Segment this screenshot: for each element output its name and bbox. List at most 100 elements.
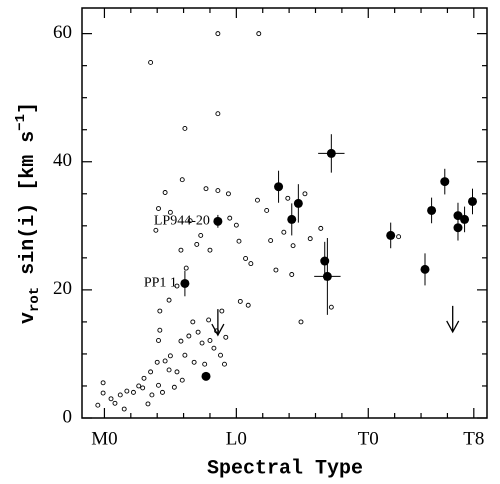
open-point xyxy=(191,359,197,365)
open-point xyxy=(215,188,221,194)
open-point xyxy=(237,298,243,304)
open-point xyxy=(162,190,168,195)
open-point xyxy=(227,215,233,221)
open-point xyxy=(195,329,201,335)
open-point xyxy=(203,186,209,192)
open-point xyxy=(281,229,287,235)
open-point xyxy=(199,340,205,346)
filled-point xyxy=(213,216,223,226)
y-label-v: v xyxy=(17,312,40,324)
y-tick-label: 40 xyxy=(53,150,72,171)
open-point xyxy=(166,367,172,373)
open-point xyxy=(218,352,223,358)
open-point xyxy=(157,308,163,314)
open-point xyxy=(154,359,160,365)
open-point xyxy=(190,319,196,325)
filled-point xyxy=(440,177,450,187)
filled-point xyxy=(326,148,336,158)
filled-point xyxy=(287,214,297,224)
y-axis-label: vrot sin(i) [km s−1] xyxy=(13,102,43,324)
open-point xyxy=(289,272,295,277)
open-point xyxy=(174,283,180,289)
filled-point xyxy=(201,371,211,381)
open-point xyxy=(121,406,127,412)
open-point xyxy=(166,297,172,303)
upper-limit-arrow xyxy=(211,309,225,337)
open-point xyxy=(171,384,177,390)
open-point xyxy=(179,177,185,183)
open-point xyxy=(148,60,154,65)
open-point xyxy=(302,191,308,197)
open-point xyxy=(145,401,151,407)
open-point xyxy=(178,247,184,253)
open-point xyxy=(167,353,173,359)
filled-point xyxy=(460,214,470,224)
open-point xyxy=(117,392,123,398)
filled-point xyxy=(427,205,437,215)
upper-limit-arrow xyxy=(446,305,460,334)
open-point xyxy=(222,361,227,367)
open-point xyxy=(207,338,213,343)
open-point xyxy=(100,380,106,386)
open-point xyxy=(215,31,221,37)
open-point xyxy=(268,238,274,243)
open-point xyxy=(223,334,229,340)
open-point xyxy=(215,111,221,117)
open-point xyxy=(153,227,159,233)
open-point xyxy=(162,358,168,364)
open-point xyxy=(179,377,185,383)
open-point xyxy=(207,247,213,253)
open-point xyxy=(149,392,155,398)
filled-point xyxy=(453,223,463,233)
open-point xyxy=(187,218,193,224)
annotation: PP1 1 xyxy=(144,276,177,291)
open-point xyxy=(108,396,114,402)
open-point xyxy=(178,338,184,344)
open-point xyxy=(182,352,188,358)
open-point xyxy=(136,383,142,389)
filled-point xyxy=(420,264,430,274)
filled-point xyxy=(274,182,284,192)
open-point xyxy=(186,333,192,339)
open-point xyxy=(194,241,200,247)
open-point xyxy=(307,236,313,242)
x-tick-label: T0 xyxy=(358,428,379,449)
open-point xyxy=(290,243,296,249)
x-axis-label: Spectral Type xyxy=(207,457,363,480)
open-point xyxy=(236,238,242,244)
open-point xyxy=(198,232,204,238)
open-point xyxy=(156,206,161,211)
y-label-sub: rot xyxy=(27,287,43,312)
x-tick-label: T8 xyxy=(463,428,484,449)
open-point xyxy=(256,31,262,37)
open-point xyxy=(248,261,254,267)
open-point xyxy=(183,265,189,271)
filled-point xyxy=(467,196,477,206)
y-label-sup: −1 xyxy=(13,114,29,131)
y-tick-label: 60 xyxy=(53,22,72,43)
y-tick-label: 20 xyxy=(53,278,72,299)
open-point xyxy=(124,388,130,394)
open-point xyxy=(245,302,251,308)
open-point xyxy=(202,361,208,367)
open-point xyxy=(167,209,173,215)
open-point xyxy=(156,338,161,343)
plot-frame xyxy=(81,7,488,419)
open-point xyxy=(233,222,239,228)
open-point xyxy=(298,319,304,325)
open-point xyxy=(148,369,154,375)
open-point xyxy=(140,385,146,391)
open-point xyxy=(328,304,334,310)
open-point xyxy=(130,389,136,395)
y-label-mid: sin(i) [km s xyxy=(17,131,40,287)
open-point xyxy=(396,234,402,240)
open-point xyxy=(156,382,161,388)
open-point xyxy=(141,375,147,381)
open-point xyxy=(160,389,165,395)
open-point xyxy=(206,317,212,323)
open-point xyxy=(243,256,249,261)
open-point xyxy=(219,308,225,314)
filled-point xyxy=(386,230,396,240)
y-tick-label: 0 xyxy=(63,406,73,427)
open-point xyxy=(157,327,163,333)
